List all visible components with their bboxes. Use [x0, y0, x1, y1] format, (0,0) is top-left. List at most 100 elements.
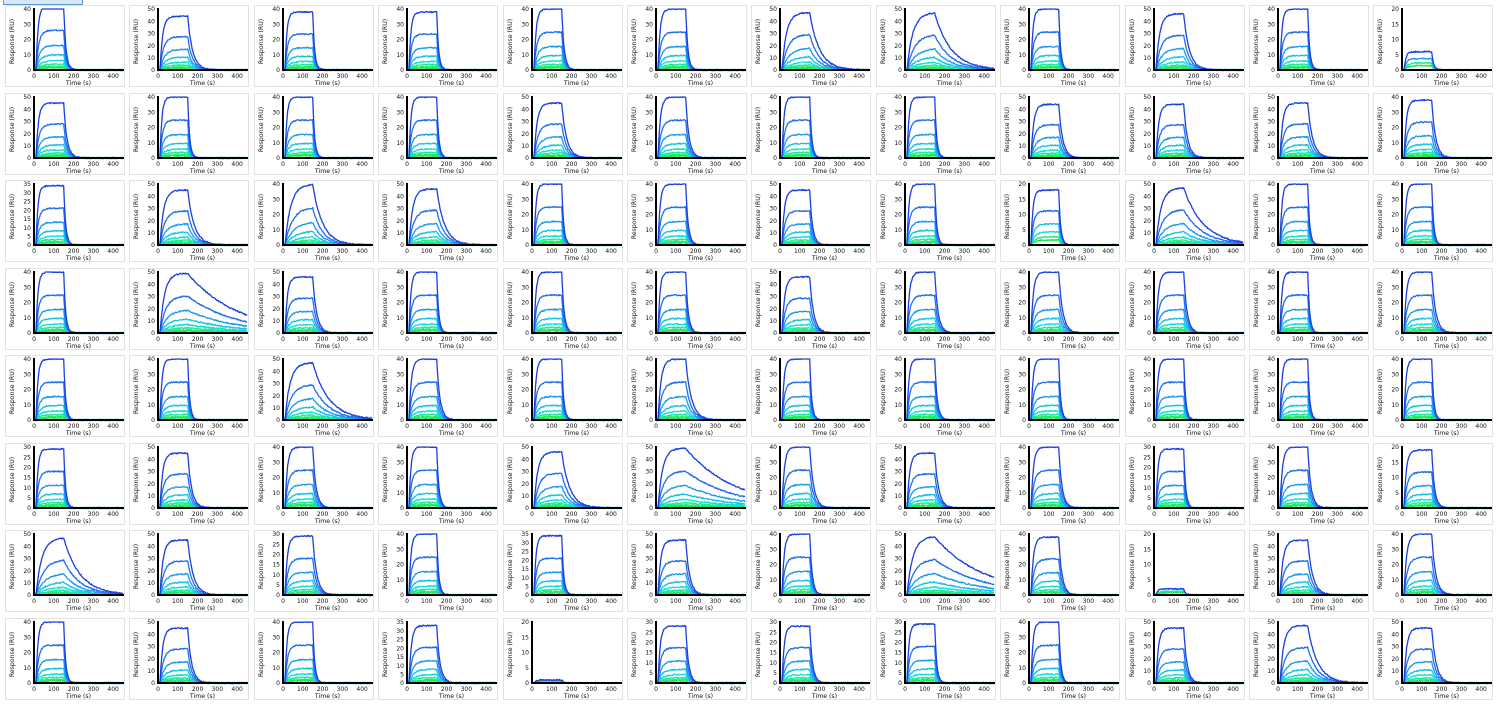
y-tick-label: 40 [397, 531, 405, 538]
sensorgram-panel: 0 10 20 30 40 50 0 100 200 300 400 Time (s) Response… [1124, 92, 1245, 175]
x-tick-label: 400 [605, 161, 617, 168]
y-tick-label: 30 [1267, 284, 1275, 291]
y-tick-label: 30 [1267, 556, 1275, 563]
x-tick-label: 400 [1103, 161, 1115, 168]
x-tick-label: 400 [232, 161, 244, 168]
y-tick-label: 30 [894, 196, 902, 203]
y-tick-label: 10 [521, 493, 529, 500]
x-tick-label: 200 [1063, 598, 1075, 605]
y-tick-label: 20 [272, 124, 280, 131]
x-tick-label: 200 [814, 248, 826, 255]
x-tick-label: 100 [48, 248, 60, 255]
x-axis-title: Time (s) [1433, 255, 1459, 262]
y-tick-label: 30 [1392, 284, 1400, 291]
y-tick-label: 20 [272, 305, 280, 312]
y-tick-label: 10 [1267, 314, 1275, 321]
y-tick-label: 40 [1143, 356, 1151, 363]
y-tick-label: 40 [1392, 94, 1400, 101]
y-tick-label: 30 [645, 21, 653, 28]
sensorgram-panel: 0 5 10 15 20 25 30 0 100 200 300 400 Time (s) Respons… [253, 530, 374, 612]
x-tick-label: 300 [585, 511, 597, 518]
x-tick-label: 200 [690, 73, 702, 80]
x-axis-title: Time (s) [189, 605, 215, 612]
x-tick-label: 200 [192, 336, 204, 343]
x-tick-label: 400 [605, 73, 617, 80]
y-tick-label: 20 [148, 43, 156, 50]
y-axis-title: Response (RU) [1004, 631, 1011, 676]
x-tick-label: 200 [1312, 248, 1324, 255]
y-tick-label: 0 [649, 67, 653, 74]
selected-tab-indicator[interactable] [3, 0, 83, 5]
x-tick-label: 100 [48, 336, 60, 343]
x-tick-label: 100 [794, 598, 806, 605]
x-tick-label: 300 [336, 598, 348, 605]
y-tick-label: 30 [645, 284, 653, 291]
x-tick-label: 400 [729, 73, 741, 80]
x-tick-label: 300 [336, 686, 348, 693]
x-tick-label: 0 [405, 598, 409, 605]
y-tick-label: 20 [1267, 130, 1275, 137]
x-tick-label: 0 [530, 423, 534, 430]
y-axis-title: Response (RU) [382, 194, 389, 239]
x-tick-label: 0 [1152, 336, 1156, 343]
y-axis-title: Response (RU) [880, 631, 887, 676]
y-tick-label: 10 [1267, 580, 1275, 587]
x-tick-label: 0 [405, 161, 409, 168]
x-tick-label: 200 [317, 423, 329, 430]
y-tick-label: 30 [1019, 21, 1027, 28]
x-tick-label: 300 [585, 73, 597, 80]
sensorgram-curve [1028, 222, 1119, 247]
x-tick-label: 100 [919, 686, 931, 693]
y-tick-label: 5 [774, 670, 778, 677]
y-tick-label: 10 [894, 493, 902, 500]
y-tick-label: 25 [894, 629, 902, 636]
x-tick-label: 100 [546, 423, 558, 430]
x-tick-label: 300 [834, 161, 846, 168]
y-tick-label: 10 [770, 230, 778, 237]
x-tick-label: 400 [605, 686, 617, 693]
x-tick-label: 200 [192, 423, 204, 430]
sensorgram-curve [157, 294, 248, 334]
y-tick-label: 40 [645, 543, 653, 550]
sensorgram-plot: 0 10 20 30 40 50 0 100 200 300 400 Time (s) Response… [133, 6, 249, 86]
y-tick-label: 0 [152, 680, 156, 687]
x-tick-label: 100 [172, 511, 184, 518]
y-tick-label: 0 [774, 67, 778, 74]
y-tick-label: 20 [1143, 299, 1151, 306]
x-axis-title: Time (s) [438, 80, 464, 87]
x-axis-title: Time (s) [314, 168, 340, 175]
y-tick-label: 30 [521, 284, 529, 291]
y-axis-title: Response (RU) [133, 281, 140, 326]
y-tick-label: 20 [1267, 37, 1275, 44]
y-tick-label: 15 [645, 649, 653, 656]
x-tick-label: 200 [317, 161, 329, 168]
x-tick-label: 400 [729, 598, 741, 605]
sensorgram-panel: 0 10 20 30 40 0 100 200 300 400 Time (s) Response (… [378, 442, 499, 525]
x-tick-label: 0 [530, 73, 534, 80]
x-tick-label: 100 [546, 161, 558, 168]
y-tick-label: 20 [148, 387, 156, 394]
x-tick-label: 100 [919, 248, 931, 255]
y-tick-label: 40 [272, 444, 280, 451]
x-tick-label: 0 [1152, 511, 1156, 518]
x-tick-label: 200 [192, 598, 204, 605]
y-tick-label: 30 [1267, 459, 1275, 466]
x-tick-label: 200 [1312, 686, 1324, 693]
sensorgram-panel: 0 10 20 30 40 0 100 200 300 400 Time (s) Response (… [1000, 617, 1121, 700]
sensorgram-panel: 0 10 20 30 40 0 100 200 300 400 Time (s) Response (… [1373, 267, 1494, 350]
sensorgram-panel: 0 10 20 30 40 50 0 100 200 300 400 Time (s) Response… [1373, 617, 1494, 700]
sensorgram-plot: 0 10 20 30 40 50 0 100 200 300 400 Time (s) Response… [1253, 94, 1368, 174]
x-tick-label: 400 [854, 686, 866, 693]
y-tick-label: 20 [1267, 212, 1275, 219]
sensorgram-panel: 0 10 20 30 40 0 100 200 300 400 Time (s) Response (… [875, 180, 996, 262]
y-tick-label: 50 [1143, 619, 1151, 626]
y-tick-label: 0 [1022, 67, 1026, 74]
x-tick-label: 300 [212, 511, 224, 518]
y-tick-label: 0 [27, 330, 31, 337]
x-tick-label: 100 [421, 511, 433, 518]
y-axis-title: Response (RU) [382, 369, 389, 414]
x-tick-label: 0 [778, 161, 782, 168]
y-tick-label: 0 [1396, 330, 1400, 337]
